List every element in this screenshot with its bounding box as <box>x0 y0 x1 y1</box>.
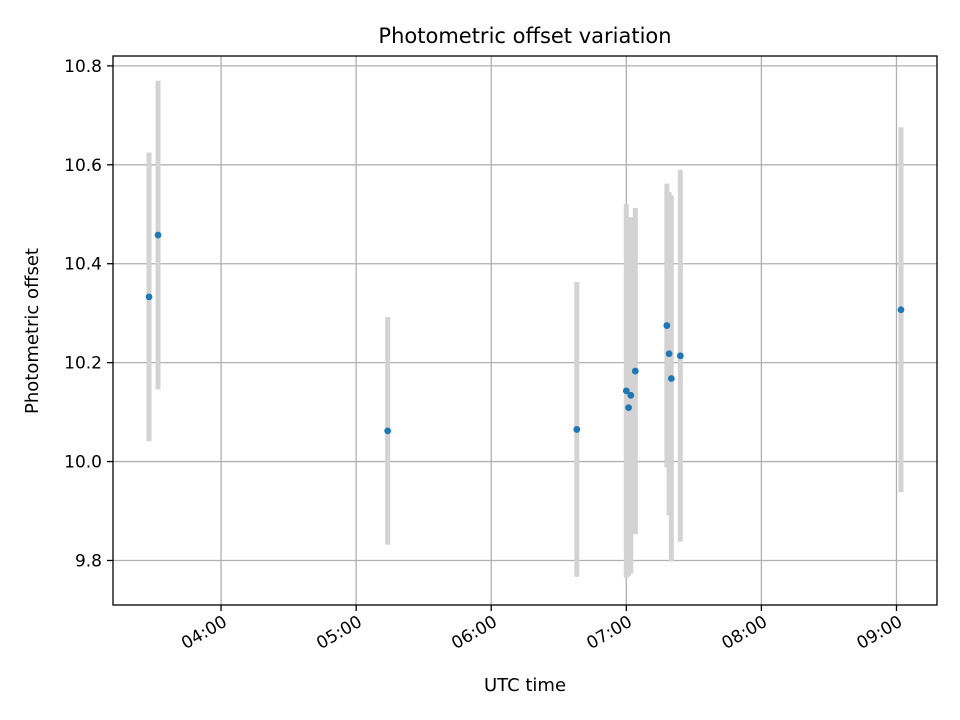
y-tick-label: 10.8 <box>64 57 102 77</box>
data-point <box>154 231 162 239</box>
chart-title: Photometric offset variation <box>378 24 671 48</box>
data-point <box>667 375 675 382</box>
data-point <box>631 367 639 375</box>
grid <box>113 56 937 605</box>
y-tick-label: 10.2 <box>64 354 102 374</box>
data-point <box>897 306 905 314</box>
plot-frame <box>112 55 938 606</box>
y-tick-label: 10.4 <box>64 255 102 275</box>
data-point <box>145 293 153 301</box>
data-point <box>622 387 630 395</box>
data-point <box>627 391 635 399</box>
y-axis-label: Photometric offset <box>22 248 43 414</box>
x-axis-label: UTC time <box>484 675 566 696</box>
y-tick-label: 9.8 <box>75 551 102 571</box>
data-point <box>625 404 632 412</box>
data-point <box>676 352 684 360</box>
data-point <box>573 426 581 433</box>
data-points <box>145 231 905 435</box>
data-point <box>663 322 671 329</box>
data-point <box>665 350 673 358</box>
y-tick-label: 10.6 <box>64 156 102 176</box>
y-tick-label: 10.0 <box>64 453 102 473</box>
data-point <box>384 427 392 435</box>
y-axis-ticks: 9.8 10.0 10.2 10.4 10.6 10.8 <box>64 57 113 571</box>
